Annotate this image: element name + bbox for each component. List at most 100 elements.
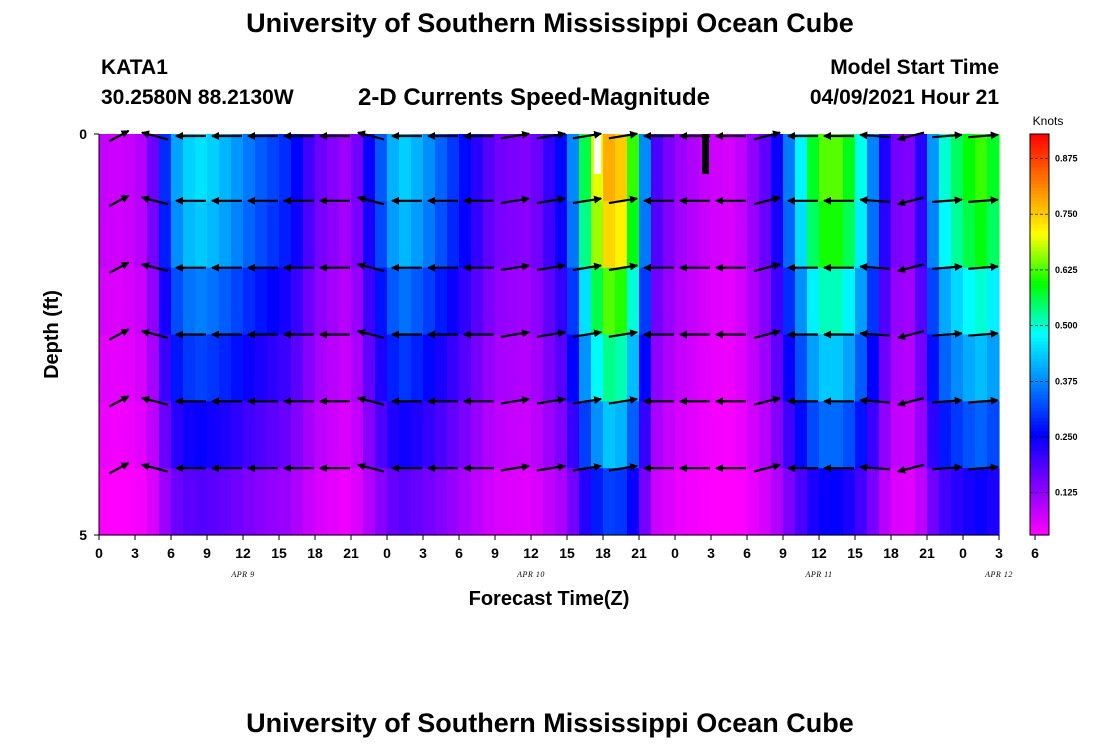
- current-arrow: [500, 329, 531, 338]
- colorbar-swatch: [1030, 137, 1049, 142]
- heatmap-cell: [975, 134, 988, 202]
- current-arrow: [932, 463, 963, 472]
- current-arrow: [753, 262, 781, 273]
- heatmap-cell: [591, 267, 604, 336]
- colorbar-swatch: [1030, 521, 1049, 526]
- heatmap-cell: [291, 200, 304, 269]
- heatmap-cell: [423, 401, 436, 469]
- heatmap-cell: [939, 134, 952, 202]
- colorbar-swatch: [1030, 468, 1049, 473]
- heatmap-cell: [183, 334, 196, 402]
- heatmap-cell: [495, 134, 508, 202]
- heatmap-cell: [831, 134, 844, 202]
- heatmap-cell: [543, 401, 556, 469]
- heatmap-cell: [111, 200, 124, 269]
- heatmap-cell: [315, 134, 328, 202]
- heatmap-cell: [375, 334, 388, 402]
- current-arrow: [536, 130, 567, 140]
- heatmap-cell: [987, 134, 1000, 202]
- heatmap-cell: [963, 200, 976, 269]
- heatmap-cell: [819, 334, 832, 402]
- heatmap-cell: [351, 468, 364, 536]
- colorbar-swatch: [1030, 397, 1049, 402]
- current-arrow: [897, 396, 925, 407]
- heatmap-cell: [195, 468, 208, 536]
- heatmap-cell: [531, 334, 544, 402]
- current-arrow: [500, 195, 531, 205]
- current-arrow: [572, 130, 603, 140]
- heatmap-cell: [339, 200, 352, 269]
- heatmap-cell: [195, 200, 208, 269]
- colorbar-swatch: [1030, 230, 1049, 235]
- colorbar-swatch: [1030, 448, 1049, 453]
- x-tick-label: 18: [595, 545, 611, 561]
- x-tick-label: 18: [883, 545, 899, 561]
- heatmap-cell: [387, 468, 400, 536]
- heatmap-cell: [519, 200, 532, 269]
- x-tick-label: 0: [383, 545, 391, 561]
- heatmap-cell: [675, 468, 688, 536]
- heatmap-cell: [543, 267, 556, 336]
- colorbar-swatch: [1030, 361, 1049, 366]
- colorbar-swatch: [1030, 381, 1049, 386]
- heatmap-cell: [891, 401, 904, 469]
- heatmap-cell: [687, 401, 700, 469]
- heatmap-cell: [687, 267, 700, 336]
- heatmap-cell: [711, 267, 724, 336]
- heatmap-cell: [99, 267, 112, 336]
- colorbar-swatch: [1030, 514, 1049, 519]
- heatmap-cell: [123, 334, 136, 402]
- heatmap-cell: [639, 134, 652, 202]
- chart-subtitle: 2-D Currents Speed-Magnitude: [358, 84, 711, 111]
- colorbar-swatch: [1030, 334, 1049, 339]
- heatmap-cell: [471, 134, 484, 202]
- heatmap-cell: [411, 267, 424, 336]
- current-arrow: [500, 463, 531, 472]
- heatmap-cell: [699, 334, 712, 402]
- heatmap-cell: [207, 468, 220, 536]
- heatmap-cell: [891, 200, 904, 269]
- current-arrow: [608, 130, 639, 140]
- heatmap-cell: [567, 334, 580, 402]
- colorbar-tick-label: 0.250: [1055, 432, 1078, 442]
- heatmap-cell: [267, 334, 280, 402]
- current-arrow: [536, 396, 567, 405]
- heatmap-cell: [147, 401, 160, 469]
- colorbar-swatch: [1030, 144, 1049, 148]
- colorbar-swatch: [1030, 260, 1049, 265]
- heatmap-cell: [171, 401, 184, 469]
- colorbar-swatch: [1030, 180, 1049, 185]
- colorbar-swatch: [1030, 434, 1049, 439]
- heatmap-cell: [831, 401, 844, 469]
- colorbar-swatch: [1030, 274, 1049, 279]
- colorbar-swatch: [1030, 190, 1049, 195]
- heatmap-cell: [351, 200, 364, 269]
- heatmap-cell: [951, 200, 964, 269]
- heatmap-cell: [927, 401, 940, 469]
- colorbar-tick-label: 0.625: [1055, 265, 1078, 275]
- heatmap-cell: [831, 267, 844, 336]
- heatmap-cell: [279, 468, 292, 536]
- heatmap-cell: [327, 134, 340, 202]
- heatmap-cell: [951, 468, 964, 536]
- heatmap-cell: [651, 134, 664, 202]
- current-arrow: [968, 263, 999, 272]
- heatmap-cell: [219, 334, 232, 402]
- heatmap-cells: [99, 134, 1000, 536]
- colorbar-swatch: [1030, 317, 1049, 322]
- current-arrow: [859, 463, 890, 472]
- heatmap-cell: [639, 401, 652, 469]
- heatmap-cell: [375, 401, 388, 469]
- heatmap-cell: [795, 468, 808, 536]
- heatmap-cell: [555, 267, 568, 336]
- heatmap-cell: [723, 267, 736, 336]
- heatmap-cell: [471, 267, 484, 336]
- heatmap-cell: [747, 468, 760, 536]
- heatmap-cell: [267, 401, 280, 469]
- heatmap-cell: [399, 468, 412, 536]
- colorbar-swatch: [1030, 391, 1049, 396]
- heatmap-cell: [291, 468, 304, 536]
- heatmap-cell: [447, 267, 460, 336]
- heatmap-cell: [231, 200, 244, 269]
- heatmap-cell: [243, 334, 256, 402]
